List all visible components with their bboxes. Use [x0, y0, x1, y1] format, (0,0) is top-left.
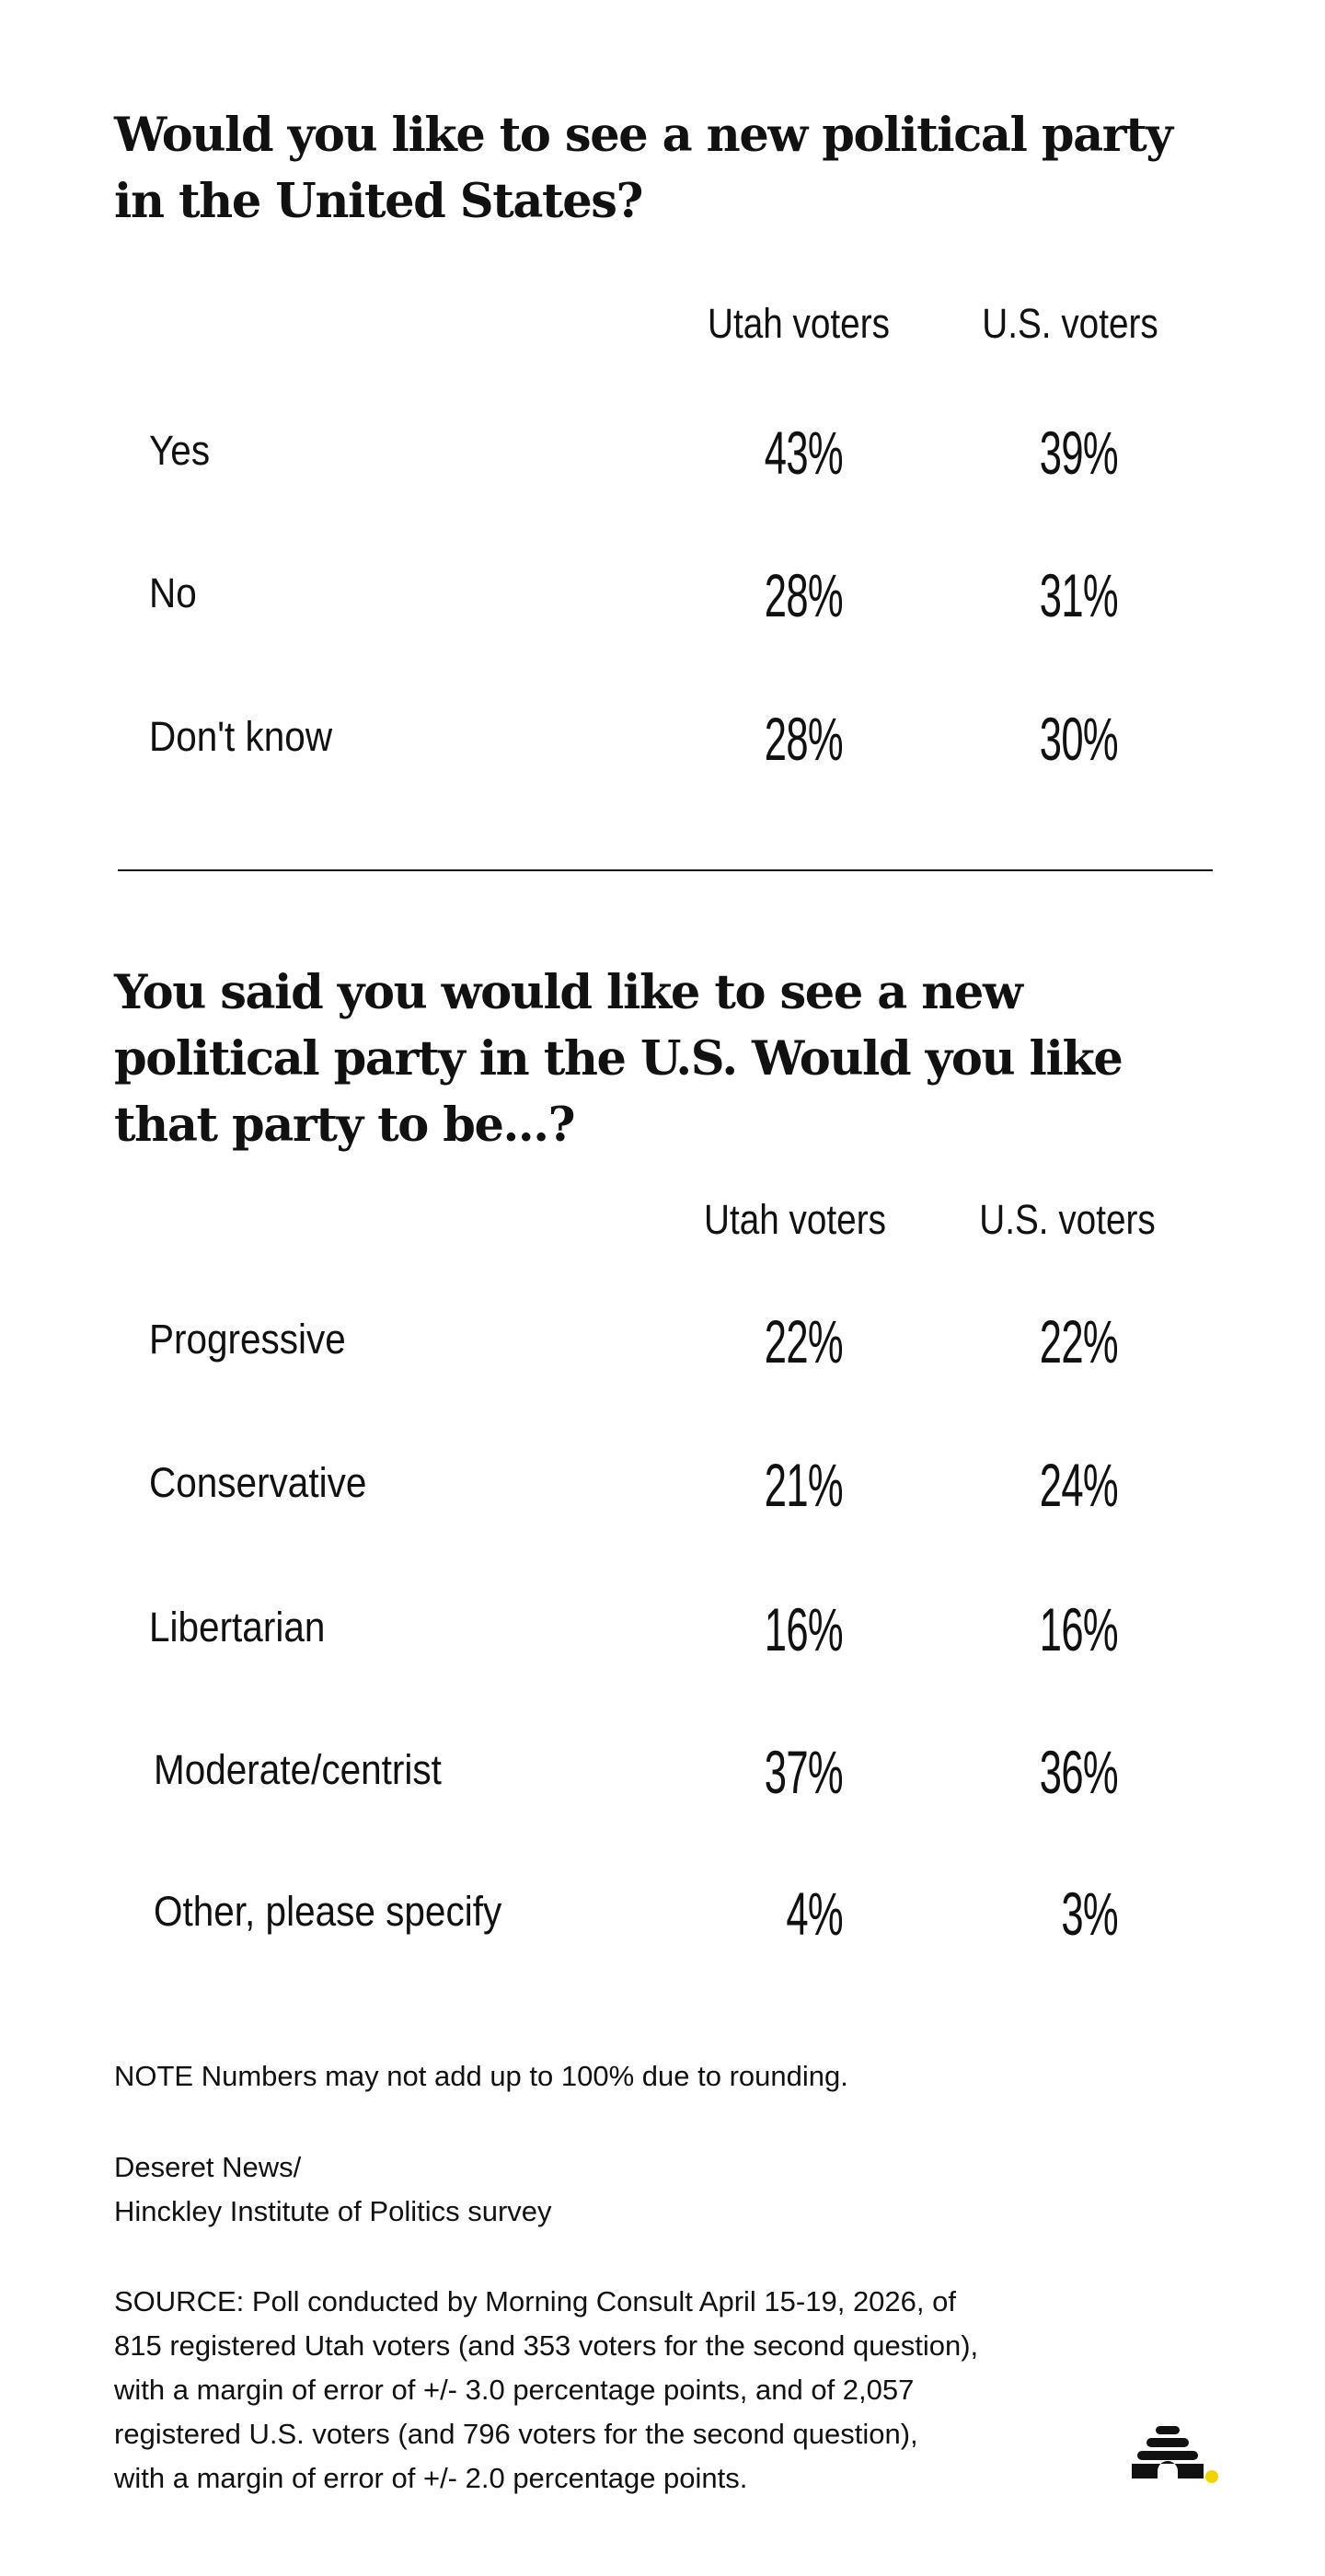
utah-value: 22% — [764, 1307, 844, 1375]
q2-column-header-utah: Utah voters — [704, 1196, 886, 1243]
credit-line: Deseret News/ — [114, 2151, 302, 2183]
row-label: Moderate/centrist — [154, 1746, 442, 1793]
us-value: 3% — [1061, 1880, 1118, 1948]
row-label: Other, please specify — [154, 1888, 502, 1935]
row-label: Conservative — [149, 1459, 367, 1506]
us-value: 36% — [1039, 1738, 1119, 1806]
us-value: 24% — [1039, 1451, 1119, 1519]
row-label: Don't know — [149, 713, 333, 760]
survey-credit: Deseret News/ Hinckley Institute of Poli… — [114, 2145, 1172, 2234]
q2-column-header-us: U.S. voters — [979, 1196, 1156, 1243]
q2-table-row: Libertarian 16% 16% — [0, 1593, 1325, 1666]
utah-value: 37% — [764, 1738, 844, 1806]
q1-column-header-us: U.S. voters — [982, 300, 1158, 347]
us-value: 31% — [1039, 561, 1119, 629]
source-note: SOURCE: Poll conducted by Morning Consul… — [114, 2280, 1172, 2501]
us-value: 16% — [1039, 1595, 1119, 1663]
source-line: 815 registered Utah voters (and 353 vote… — [114, 2329, 979, 2362]
utah-value: 28% — [764, 705, 844, 773]
beehive-icon — [1132, 2426, 1218, 2483]
us-value: 30% — [1039, 705, 1119, 773]
row-label: Libertarian — [149, 1604, 326, 1650]
q2-table-row: Conservative 21% 24% — [0, 1448, 1325, 1522]
question-1-title: Would you like to see a new political pa… — [114, 108, 1173, 229]
question-2-title: You said you would like to see a new pol… — [114, 965, 1123, 1153]
utah-value: 43% — [764, 419, 844, 487]
row-label: No — [149, 569, 197, 616]
utah-value: 16% — [764, 1595, 844, 1663]
q1-table-row: Yes 43% 39% — [0, 416, 1325, 489]
credit-line: Hinckley Institute of Politics survey — [114, 2195, 552, 2227]
q1-table-row: No 28% 31% — [0, 558, 1325, 632]
us-value: 22% — [1039, 1307, 1119, 1375]
source-line: SOURCE: Poll conducted by Morning Consul… — [114, 2285, 956, 2317]
q1-column-header-utah: Utah voters — [708, 300, 890, 347]
q2-table-row: Moderate/centrist 37% 36% — [0, 1735, 1325, 1809]
utah-value: 21% — [764, 1451, 844, 1519]
source-line: registered U.S. voters (and 796 voters f… — [114, 2418, 918, 2450]
utah-value: 4% — [786, 1880, 843, 1948]
row-label: Progressive — [149, 1316, 346, 1363]
section-divider — [118, 869, 1213, 871]
utah-value: 28% — [764, 561, 844, 629]
source-line: with a margin of error of +/- 2.0 percen… — [114, 2462, 748, 2494]
rounding-note: NOTE Numbers may not add up to 100% due … — [114, 2060, 848, 2092]
source-line: with a margin of error of +/- 3.0 percen… — [114, 2374, 915, 2406]
q2-table-row: Other, please specify 4% 3% — [0, 1877, 1325, 1950]
row-label: Yes — [149, 427, 211, 474]
q1-table-row: Don't know 28% 30% — [0, 702, 1325, 776]
us-value: 39% — [1039, 419, 1119, 487]
q2-table-row: Progressive 22% 22% — [0, 1305, 1325, 1378]
